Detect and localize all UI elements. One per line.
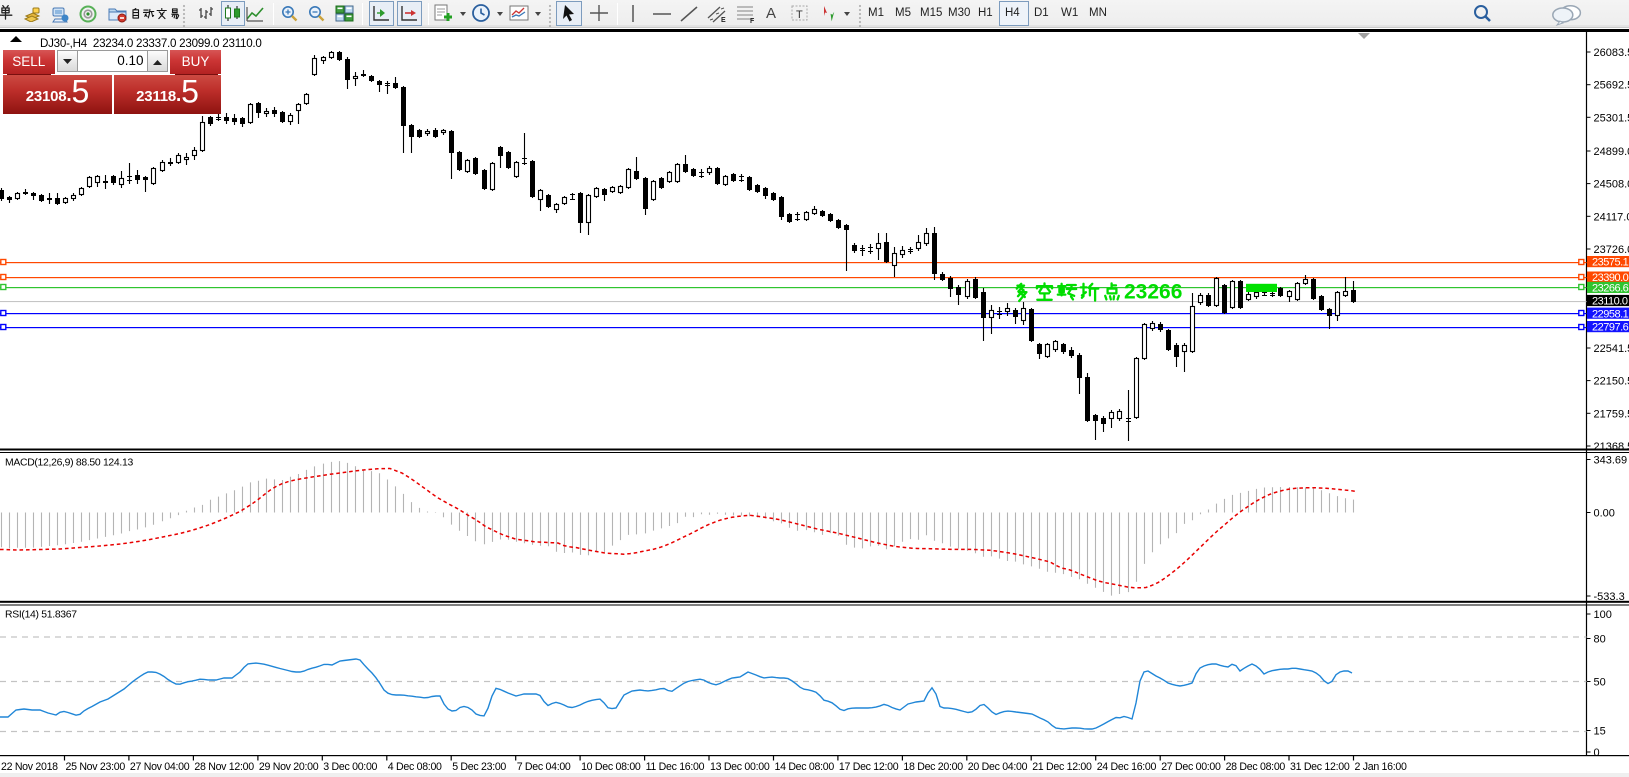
svg-text:28 Nov 12:00: 28 Nov 12:00 xyxy=(194,761,254,773)
svg-text:21368.5: 21368.5 xyxy=(1594,441,1629,453)
svg-text:25301.5: 25301.5 xyxy=(1594,112,1629,124)
svg-text:24899.0: 24899.0 xyxy=(1594,146,1629,158)
svg-text:21759.5: 21759.5 xyxy=(1594,408,1629,420)
svg-text:23726.0: 23726.0 xyxy=(1594,244,1629,256)
svg-text:E: E xyxy=(721,17,726,24)
svg-text:29 Nov 20:00: 29 Nov 20:00 xyxy=(259,761,319,773)
svg-text:RSI(14) 51.8367: RSI(14) 51.8367 xyxy=(5,610,77,621)
svg-text:0: 0 xyxy=(1594,747,1600,759)
svg-text:80: 80 xyxy=(1594,634,1606,646)
svg-text:F: F xyxy=(750,18,755,24)
svg-text:23390.0: 23390.0 xyxy=(1592,272,1629,284)
svg-text:22541.5: 22541.5 xyxy=(1594,343,1629,355)
svg-text:T: T xyxy=(796,9,803,21)
svg-text:24 Dec 16:00: 24 Dec 16:00 xyxy=(1097,761,1157,773)
svg-text:22958.1: 22958.1 xyxy=(1592,308,1629,320)
svg-text:343.69: 343.69 xyxy=(1594,455,1628,467)
svg-text:23110.0: 23110.0 xyxy=(1592,296,1628,308)
svg-text:25 Nov 23:00: 25 Nov 23:00 xyxy=(66,761,126,773)
svg-text:23575.1: 23575.1 xyxy=(1592,257,1629,269)
svg-text:31 Dec 12:00: 31 Dec 12:00 xyxy=(1290,761,1350,773)
svg-text:27 Nov 04:00: 27 Nov 04:00 xyxy=(130,761,190,773)
svg-text:7 Dec 04:00: 7 Dec 04:00 xyxy=(517,761,571,773)
svg-text:MACD(12,26,9) 88.50 124.13: MACD(12,26,9) 88.50 124.13 xyxy=(5,458,133,469)
svg-text:4 Dec 08:00: 4 Dec 08:00 xyxy=(388,761,442,773)
svg-text:27 Dec 00:00: 27 Dec 00:00 xyxy=(1161,761,1221,773)
svg-text:23266.6: 23266.6 xyxy=(1592,283,1629,295)
svg-text:3 Dec 00:00: 3 Dec 00:00 xyxy=(323,761,377,773)
svg-text:14 Dec 08:00: 14 Dec 08:00 xyxy=(775,761,835,773)
svg-text:11 Dec 16:00: 11 Dec 16:00 xyxy=(646,761,705,773)
svg-text:22 Nov 2018: 22 Nov 2018 xyxy=(1,761,58,773)
svg-text:26083.5: 26083.5 xyxy=(1594,47,1629,59)
svg-text:28 Dec 08:00: 28 Dec 08:00 xyxy=(1226,761,1286,773)
svg-text:13 Dec 00:00: 13 Dec 00:00 xyxy=(710,761,770,773)
svg-text:25692.5: 25692.5 xyxy=(1594,80,1629,92)
svg-text:15: 15 xyxy=(1594,726,1606,738)
svg-text:100: 100 xyxy=(1594,609,1612,621)
svg-text:22797.6: 22797.6 xyxy=(1592,322,1629,334)
svg-text:24508.0: 24508.0 xyxy=(1594,179,1629,191)
svg-text:5 Dec 23:00: 5 Dec 23:00 xyxy=(452,761,506,773)
svg-text:24117.0: 24117.0 xyxy=(1594,211,1629,223)
svg-text:-533.3: -533.3 xyxy=(1594,591,1625,603)
svg-text:20 Dec 04:00: 20 Dec 04:00 xyxy=(968,761,1028,773)
svg-text:0.00: 0.00 xyxy=(1594,508,1615,520)
svg-text:22150.5: 22150.5 xyxy=(1594,376,1629,388)
svg-text:23266: 23266 xyxy=(1124,281,1182,304)
svg-text:10 Dec 08:00: 10 Dec 08:00 xyxy=(581,761,641,773)
svg-text:50: 50 xyxy=(1594,677,1606,689)
svg-text:2 Jan 16:00: 2 Jan 16:00 xyxy=(1355,761,1407,773)
svg-text:DJ30-,H4 23234.0 23337.0 2309: DJ30-,H4 23234.0 23337.0 23099.0 23110.0 xyxy=(40,37,262,50)
svg-text:21 Dec 12:00: 21 Dec 12:00 xyxy=(1032,761,1092,773)
svg-text:17 Dec 12:00: 17 Dec 12:00 xyxy=(839,761,899,773)
svg-text:18 Dec 20:00: 18 Dec 20:00 xyxy=(903,761,963,773)
